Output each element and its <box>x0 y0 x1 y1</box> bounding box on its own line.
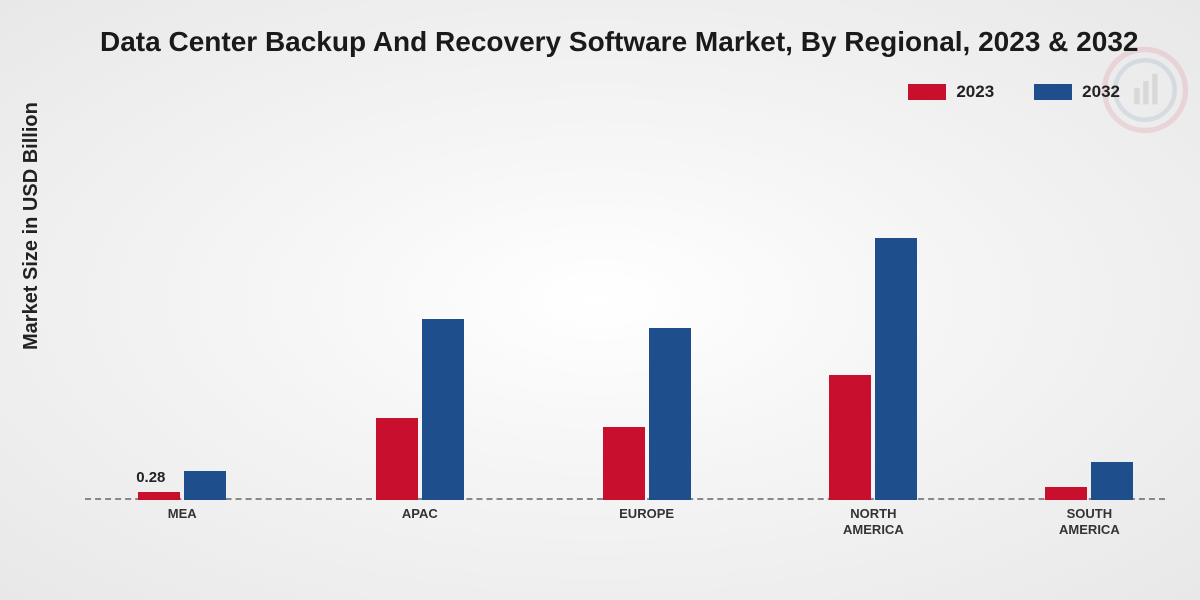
x-axis-label: SOUTHAMERICA <box>1009 506 1169 537</box>
bar <box>1045 487 1087 500</box>
bar <box>649 328 691 500</box>
bar <box>1091 462 1133 500</box>
legend-label-2023: 2023 <box>956 82 994 102</box>
x-axis-label: NORTHAMERICA <box>793 506 953 537</box>
legend-label-2032: 2032 <box>1082 82 1120 102</box>
x-axis-label: MEA <box>102 506 262 522</box>
chart-title: Data Center Backup And Recovery Software… <box>100 26 1138 58</box>
x-axis-label: APAC <box>340 506 500 522</box>
bar <box>422 319 464 500</box>
bar <box>184 471 226 500</box>
legend-swatch-2032 <box>1034 84 1072 100</box>
bar <box>875 238 917 501</box>
legend-item-2023: 2023 <box>908 82 994 102</box>
bar <box>829 375 871 500</box>
bar <box>138 492 180 500</box>
bar-group <box>603 328 691 500</box>
bar <box>603 427 645 500</box>
legend-swatch-2023 <box>908 84 946 100</box>
bar <box>376 418 418 500</box>
legend-item-2032: 2032 <box>1034 82 1120 102</box>
x-axis-label: EUROPE <box>567 506 727 522</box>
plot-area: 0.28 <box>85 150 1165 500</box>
bar-value-label: 0.28 <box>136 469 165 486</box>
bar-group <box>1045 462 1133 500</box>
legend: 2023 2032 <box>908 82 1120 102</box>
bar-group <box>829 238 917 501</box>
bar-group <box>376 319 464 500</box>
y-axis-label: Market Size in USD Billion <box>20 102 43 350</box>
x-axis: MEAAPACEUROPENORTHAMERICASOUTHAMERICA <box>85 500 1165 550</box>
